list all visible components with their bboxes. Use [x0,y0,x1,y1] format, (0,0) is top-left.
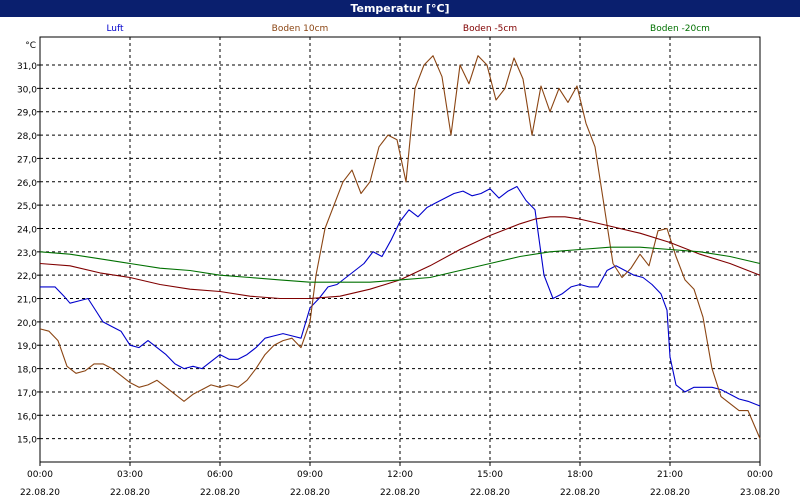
x-tick-date: 22.08.20 [110,488,150,498]
legend-boden-20cm: Boden -20cm [650,24,710,34]
x-tick-time: 18:00 [567,470,593,480]
y-tick-label: 27,0 [17,155,37,165]
x-tick-time: 00:00 [747,470,773,480]
y-tick-label: 24,0 [17,225,37,235]
x-tick-date: 23.08.20 [740,488,780,498]
temperature-chart: 15,0 16,0 17,0 18,0 19,0 20,0 21,0 22,0 23,0 24,0… [17,24,780,498]
x-tick-time: 09:00 [297,470,323,480]
x-tick-time: 21:00 [657,470,683,480]
legend-luft: Luft [106,24,124,34]
y-tick-label: 21,0 [17,296,37,306]
y-axis-unit: °C [25,41,36,51]
x-tick-date: 22.08.20 [560,488,600,498]
y-tick-label: 30,0 [17,85,37,95]
x-tick-date: 22.08.20 [200,488,240,498]
legend-boden-5cm: Boden -5cm [463,24,517,34]
series-line-boden-10cm [39,55,761,439]
chart-title: Temperatur [°C] [0,0,800,17]
y-tick-label: 22,0 [17,272,37,282]
x-tick-time: 00:00 [27,470,53,480]
x-tick-time: 12:00 [387,470,413,480]
x-tick-date: 22.08.20 [380,488,420,498]
x-tick-time: 15:00 [477,470,503,480]
plot-frame [39,36,761,463]
y-tick-label: 15,0 [17,436,37,446]
y-tick-label: 23,0 [17,249,37,259]
series-line-boden-20cm [39,246,761,283]
x-tick-time: 06:00 [207,470,233,480]
series-line-luft [40,185,761,407]
y-tick-label: 29,0 [17,109,37,119]
x-tick-date: 22.08.20 [20,488,60,498]
x-tick-date: 22.08.20 [290,488,330,498]
x-tick-date: 22.08.20 [470,488,510,498]
x-tick-date: 22.08.20 [650,488,690,498]
y-tick-label: 31,0 [17,62,37,72]
legend-boden-10cm: Boden 10cm [272,24,329,34]
y-tick-label: 26,0 [17,179,37,189]
x-tick-time: 03:00 [117,470,143,480]
y-tick-label: 20,0 [17,319,37,329]
series-line-boden-5cm [39,216,761,300]
y-tick-label: 16,0 [17,412,37,422]
y-tick-label: 17,0 [17,389,37,399]
y-tick-label: 19,0 [17,342,37,352]
y-tick-label: 28,0 [17,132,37,142]
y-tick-label: 18,0 [17,366,37,376]
y-tick-label: 25,0 [17,202,37,212]
